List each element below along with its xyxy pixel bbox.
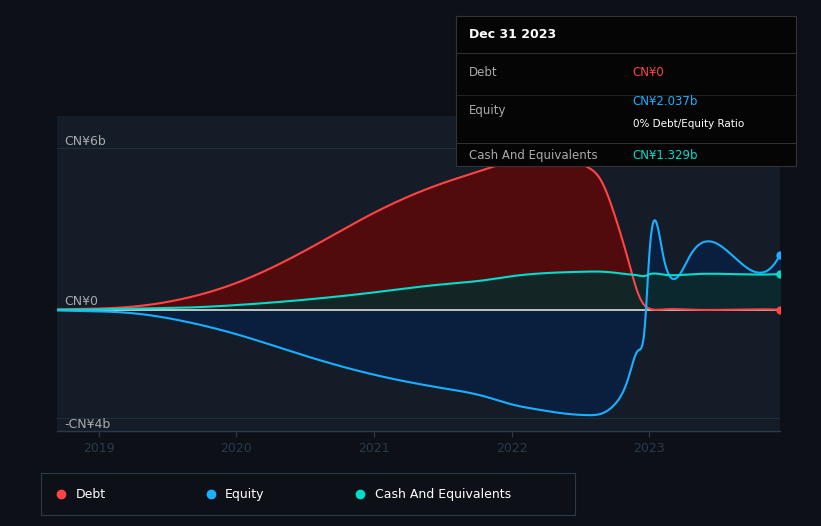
Text: -CN¥4b: -CN¥4b [64,418,111,431]
Text: CN¥0: CN¥0 [633,66,664,79]
Text: Debt: Debt [470,66,498,79]
Text: CN¥6b: CN¥6b [64,135,106,148]
Text: Debt: Debt [76,488,106,501]
Text: 0% Debt/Equity Ratio: 0% Debt/Equity Ratio [633,119,744,129]
Text: CN¥2.037b: CN¥2.037b [633,95,698,108]
Text: Equity: Equity [470,104,507,117]
Text: Equity: Equity [225,488,264,501]
Text: Cash And Equivalents: Cash And Equivalents [470,149,598,161]
Text: CN¥0: CN¥0 [64,295,99,308]
Text: Cash And Equivalents: Cash And Equivalents [374,488,511,501]
Text: CN¥1.329b: CN¥1.329b [633,149,699,161]
Text: Dec 31 2023: Dec 31 2023 [470,28,557,41]
